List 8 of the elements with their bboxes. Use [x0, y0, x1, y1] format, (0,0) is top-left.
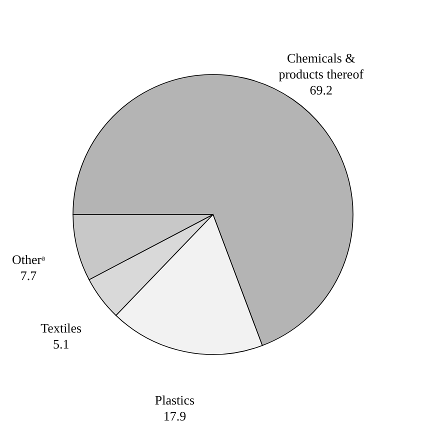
data-label: 69.2: [310, 82, 332, 98]
slice-label: Plastics: [154, 392, 195, 408]
slice-label: Textiles: [40, 320, 82, 336]
data-label: 7.7: [20, 268, 38, 284]
slice-label: Otherᵃ: [12, 252, 46, 268]
slice-label: Chemicals & products thereof: [278, 50, 364, 82]
data-label: 5.1: [53, 336, 70, 352]
data-label: 17.9: [163, 408, 186, 424]
